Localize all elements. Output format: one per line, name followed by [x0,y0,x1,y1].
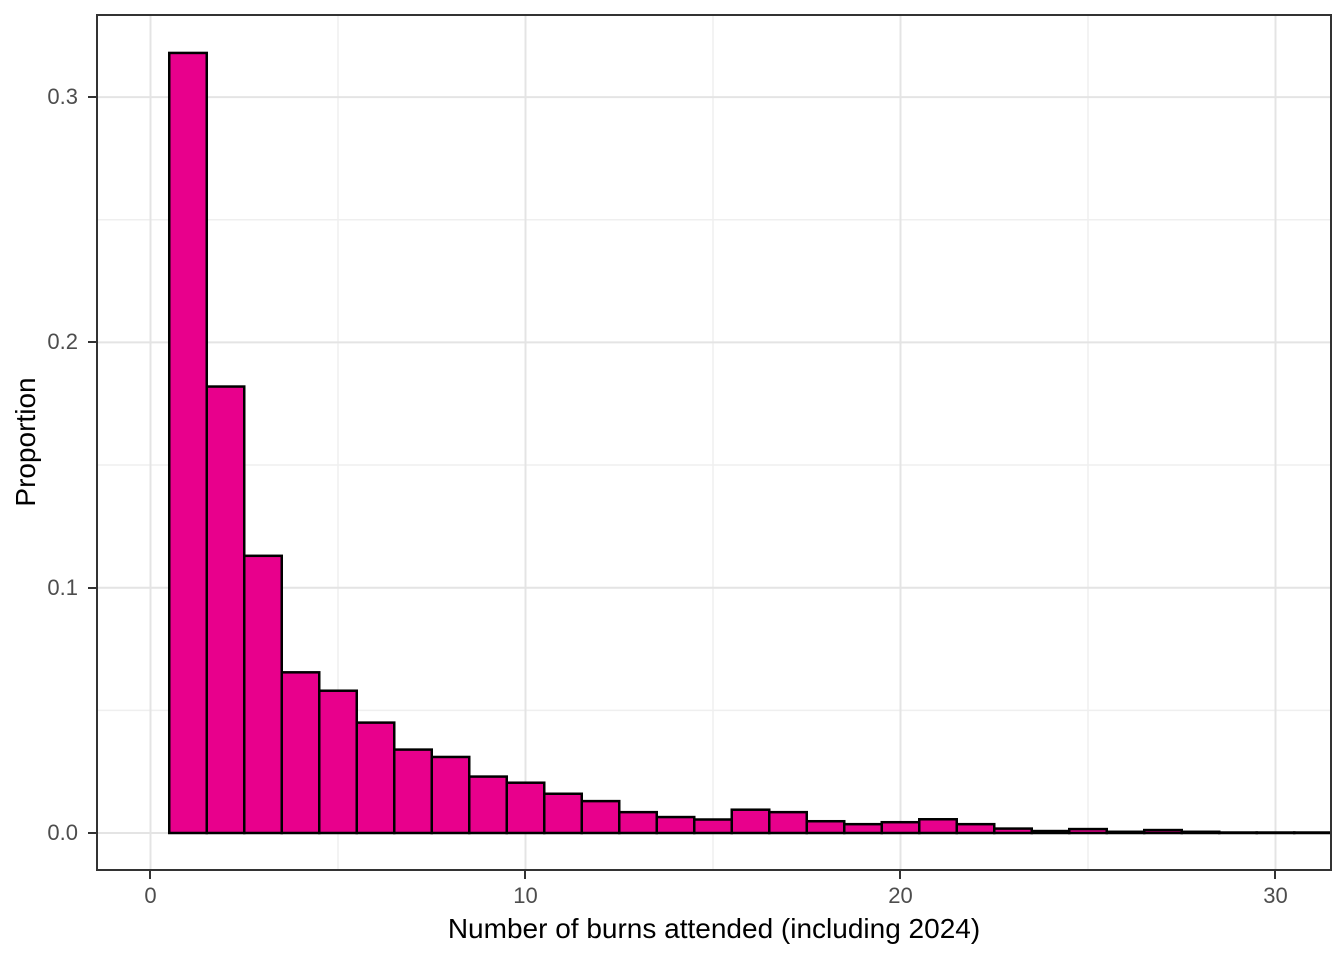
histogram-bar [730,808,771,835]
x-tick-label: 10 [513,883,538,908]
histogram-bar [917,818,958,835]
x-tick-label: 30 [1263,883,1288,908]
histogram-bar [992,827,1033,835]
y-tick-mark [88,832,96,834]
histogram-bar [392,748,433,835]
y-tick-mark [88,341,96,344]
y-tick-label: 0.2 [47,329,78,355]
histogram-bar [805,819,846,835]
histogram-bar [655,815,696,835]
y-axis-title: Proportion [10,377,41,507]
histogram-bar [242,554,283,835]
histogram-bar [842,822,883,835]
histogram-bar [542,792,583,835]
x-tick-label: 20 [888,883,913,908]
histogram-bar [767,810,808,835]
histogram-bar [430,755,471,835]
x-tick-mark [149,871,152,879]
y-tick-label: 0.0 [47,820,78,845]
x-tick-mark [524,871,527,879]
histogram-bar [467,775,508,835]
y-tick-label: 0.1 [47,574,78,600]
histogram-bar [1067,827,1108,835]
histogram-bar [692,818,733,835]
histogram-bar [955,822,996,835]
histogram-bar [167,51,208,835]
histogram-bar [1105,830,1146,835]
histogram-bar [880,820,921,835]
y-tick-label: 0.3 [47,84,78,110]
y-tick-mark [88,586,96,589]
y-tick-mark [88,96,96,99]
histogram-bar [580,799,621,835]
histogram-bar [617,810,658,835]
histogram-bar [505,781,546,835]
plot-panel [96,14,1332,871]
histogram-bar [280,671,321,835]
panel-border [96,14,1332,871]
histogram-bar [1030,829,1071,835]
histogram-bar [355,721,396,835]
x-tick-label: 0 [144,883,157,908]
histogram-bar [205,385,246,835]
x-axis-title: Number of burns attended (including 2024… [447,913,981,944]
histogram-bar [1180,830,1221,835]
histogram-bar [1142,828,1183,835]
histogram-bar [317,689,358,835]
x-tick-mark [1274,871,1277,879]
x-tick-mark [899,871,902,879]
plot-svg [96,14,1332,871]
